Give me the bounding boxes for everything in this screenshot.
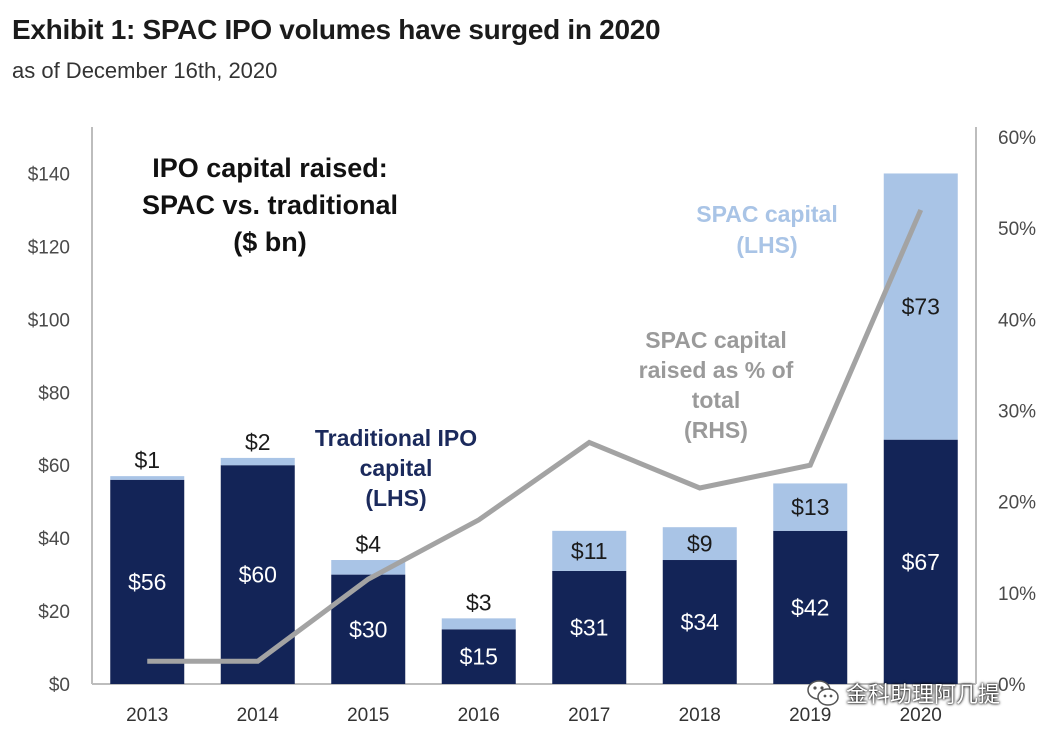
spac-bar-label: $73 <box>902 294 940 320</box>
traditional-bar-label: $30 <box>349 616 387 642</box>
traditional-bar-label: $67 <box>902 549 940 575</box>
left-axis-tick: $80 <box>38 383 70 404</box>
right-axis-tick: 0% <box>998 675 1026 696</box>
spac-bar <box>110 476 185 480</box>
spac-pct-annotation: raised as % of <box>639 357 794 383</box>
spac-pct-annotation: SPAC capital <box>645 327 786 353</box>
traditional-bar <box>331 574 406 684</box>
spac-pct-annotation: (RHS) <box>684 417 748 443</box>
traditional-bar <box>441 629 516 684</box>
traditional-bar-label: $56 <box>128 569 166 595</box>
x-axis-tick: 2018 <box>679 705 721 726</box>
watermark-text: 金科助理阿几提 <box>846 682 1001 707</box>
spac-bar <box>773 483 848 531</box>
left-axis-tick: $20 <box>38 602 70 623</box>
x-axis-tick: 2017 <box>568 705 610 726</box>
traditional-bar <box>110 479 185 684</box>
left-axis-tick: $40 <box>38 529 70 550</box>
traditional-bar <box>662 560 737 684</box>
watermark: 金科助理阿几提 <box>806 676 1000 710</box>
right-axis-tick: 50% <box>998 219 1036 240</box>
chart-annotation-title: SPAC vs. traditional <box>142 190 398 220</box>
traditional-bar-label: $60 <box>239 562 277 588</box>
right-axis-tick: 40% <box>998 310 1036 331</box>
left-axis-tick: $140 <box>28 164 70 185</box>
spac-bar-label: $13 <box>791 494 829 520</box>
traditional-bar <box>220 465 295 684</box>
spac-bar-label: $11 <box>571 538 608 564</box>
traditional-annotation: (LHS) <box>365 485 426 511</box>
chart-title: Exhibit 1: SPAC IPO volumes have surged … <box>12 14 661 45</box>
traditional-annotation: Traditional IPO <box>315 425 477 451</box>
spac-capital-annotation: SPAC capital <box>696 201 837 227</box>
spac-bar <box>552 530 627 571</box>
left-axis-tick: $0 <box>49 675 70 696</box>
chart-subtitle: as of December 16th, 2020 <box>12 58 278 83</box>
left-axis-tick: $100 <box>28 310 70 331</box>
spac-bar <box>441 618 516 630</box>
spac-bar-label: $2 <box>245 429 271 455</box>
traditional-bar <box>552 570 627 684</box>
spac-bar-label: $3 <box>466 589 492 615</box>
left-axis-tick: $60 <box>38 456 70 477</box>
chart-annotation-title: IPO capital raised: <box>152 153 388 183</box>
spac-pct-line <box>147 208 924 664</box>
spac-pct-annotation: total <box>692 387 741 413</box>
spac-bar <box>883 173 958 440</box>
x-axis-tick: 2013 <box>126 705 168 726</box>
x-axis-tick: 2014 <box>237 705 280 726</box>
chart-annotation-title: ($ bn) <box>233 227 307 257</box>
x-axis-tick: 2016 <box>458 705 500 726</box>
spac-bar <box>662 527 737 561</box>
traditional-bar <box>773 530 848 684</box>
traditional-bar-label: $34 <box>681 609 720 635</box>
wechat-icon <box>807 680 839 706</box>
spac-bar-label: $4 <box>355 531 381 557</box>
traditional-bar <box>883 439 958 684</box>
traditional-annotation: capital <box>360 455 433 481</box>
right-axis-tick: 10% <box>998 584 1036 605</box>
traditional-bar-label: $42 <box>791 594 829 620</box>
spac-bar <box>220 457 295 466</box>
right-axis-tick: 30% <box>998 402 1036 423</box>
x-axis-tick: 2020 <box>900 705 942 726</box>
right-axis-tick: 60% <box>998 128 1036 149</box>
spac-bar-label: $1 <box>134 447 160 473</box>
x-axis-tick: 2015 <box>347 705 389 726</box>
traditional-bar-label: $15 <box>460 644 498 670</box>
x-axis-tick: 2019 <box>789 705 831 726</box>
right-axis-tick: 20% <box>998 493 1036 514</box>
spac-bar-label: $9 <box>687 531 713 557</box>
spac-capital-annotation: (LHS) <box>736 232 797 258</box>
left-axis-tick: $120 <box>28 237 70 258</box>
traditional-bar-label: $31 <box>570 614 608 640</box>
